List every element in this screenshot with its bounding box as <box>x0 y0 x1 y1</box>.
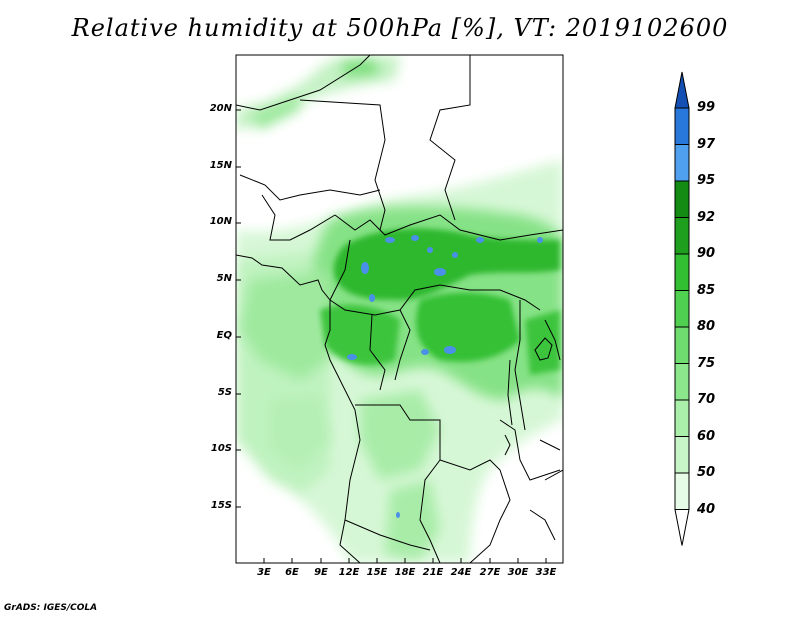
colorbar-label: 95 <box>697 173 716 188</box>
credit-text: GrADS: IGES/COLA <box>4 603 98 613</box>
lon-tick-label: 12E <box>338 567 360 578</box>
colorbar-label: 99 <box>697 100 716 115</box>
lat-tick-label: 5S <box>217 387 232 398</box>
lat-tick-label: 10S <box>210 443 232 454</box>
colorbar-segment <box>674 107 690 145</box>
colorbar <box>674 71 690 546</box>
colorbar-segment <box>674 290 690 328</box>
lon-tick-label: 18E <box>394 567 416 578</box>
map-title: Relative humidity at 500hPa [%], VT: 201… <box>71 14 729 42</box>
lon-tick-label: 6E <box>285 567 299 578</box>
lon-tick-label: 24E <box>450 567 472 578</box>
map-frame <box>235 54 564 564</box>
colorbar-segment <box>674 363 690 401</box>
colorbar-label: 75 <box>697 355 716 371</box>
colorbar-label: 85 <box>697 282 716 298</box>
lon-tick-label: 3E <box>257 567 271 578</box>
lon-tick-label: 30E <box>507 567 529 578</box>
colorbar-label: 92 <box>697 209 716 225</box>
lon-tick-label: 9E <box>314 567 328 578</box>
colorbar-label: 80 <box>697 319 716 334</box>
axis-ticks <box>236 109 547 563</box>
lat-tick-label: 10N <box>209 216 232 227</box>
lat-tick-label: 20N <box>209 103 232 114</box>
lon-tick-label: 15E <box>366 567 388 578</box>
humidity-field <box>236 55 563 563</box>
lon-tick-label: 27E <box>479 567 501 578</box>
lon-tick-label: 21E <box>422 567 444 578</box>
colorbar-lower-triangle <box>674 509 690 546</box>
colorbar-label: 40 <box>697 501 716 517</box>
colorbar-label: 60 <box>697 428 716 444</box>
colorbar-segment <box>674 144 690 182</box>
lat-tick-label: 15N <box>209 160 232 171</box>
colorbar-segment <box>674 217 690 255</box>
lat-tick-label: 5N <box>216 273 232 284</box>
colorbar-label: 97 <box>697 136 716 152</box>
colorbar-segment <box>674 326 690 364</box>
country-borders <box>236 55 563 563</box>
colorbar-label: 70 <box>697 392 716 407</box>
colorbar-segment <box>674 399 690 437</box>
colorbar-label: 90 <box>697 246 716 261</box>
colorbar-segment <box>674 253 690 291</box>
colorbar-segment <box>674 436 690 474</box>
lat-tick-label: 15S <box>210 500 232 511</box>
colorbar-segment <box>674 472 690 510</box>
lon-tick-label: 33E <box>535 567 557 578</box>
colorbar-label: 50 <box>697 465 716 480</box>
lat-tick-label: EQ <box>216 330 232 341</box>
colorbar-segment <box>674 180 690 218</box>
colorbar-upper-triangle <box>674 71 690 109</box>
